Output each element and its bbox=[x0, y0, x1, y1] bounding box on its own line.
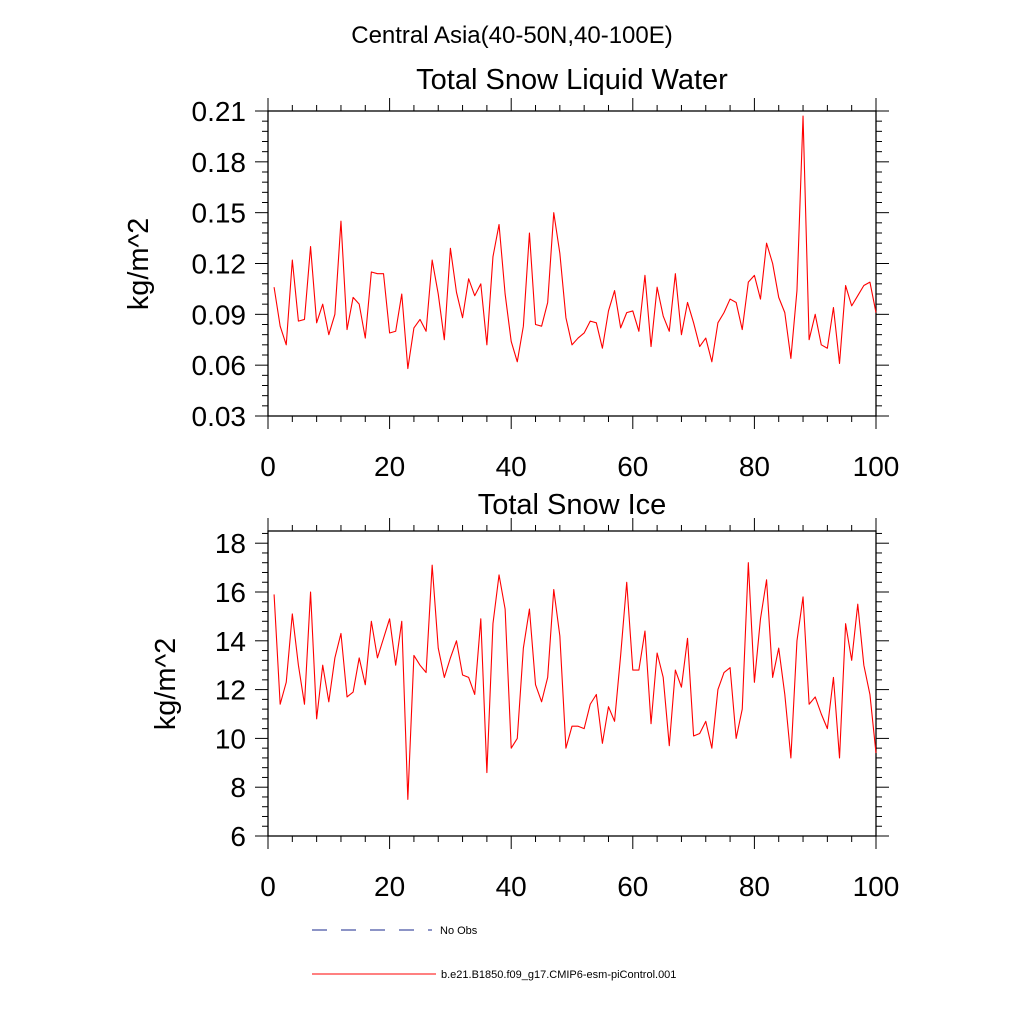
y-tick-label: 18 bbox=[215, 528, 246, 559]
y-tick-label: 0.12 bbox=[192, 249, 247, 280]
y-tick-label: 0.06 bbox=[192, 350, 247, 381]
y-axis-label: kg/m^2 bbox=[123, 218, 155, 311]
series-line bbox=[273, 562, 877, 800]
legend: No Obs b.e21.B1850.f09_g17.CMIP6-esm-piC… bbox=[312, 925, 676, 981]
x-tick-label: 0 bbox=[260, 871, 276, 902]
y-tick-label: 6 bbox=[230, 821, 246, 852]
y-axis-label: kg/m^2 bbox=[150, 638, 182, 731]
x-tick-label: 40 bbox=[496, 871, 527, 902]
x-tick-label: 20 bbox=[374, 451, 405, 482]
x-tick-label: 80 bbox=[739, 871, 770, 902]
series-line bbox=[273, 115, 877, 370]
legend-label-no-obs: No Obs bbox=[440, 925, 478, 937]
plot-frame bbox=[267, 530, 877, 837]
x-tick-label: 100 bbox=[853, 451, 900, 482]
plot-frame bbox=[267, 110, 877, 417]
x-tick-label: 60 bbox=[617, 871, 648, 902]
x-ticks: 0 20 40 60 80 100 bbox=[260, 518, 899, 902]
legend-label-model: b.e21.B1850.f09_g17.CMIP6-esm-piControl.… bbox=[441, 969, 676, 981]
figure-title: Central Asia(40-50N,40-100E) bbox=[351, 22, 673, 49]
y-tick-label: 0.21 bbox=[192, 96, 247, 127]
y-tick-label: 16 bbox=[215, 577, 246, 608]
y-tick-label: 10 bbox=[215, 723, 246, 754]
y-ticks: 0.03 0.06 0.09 0.12 0.15 0.18 0.21 bbox=[192, 96, 889, 432]
y-tick-label: 0.09 bbox=[192, 299, 247, 330]
x-tick-label: 100 bbox=[853, 871, 900, 902]
x-tick-label: 20 bbox=[374, 871, 405, 902]
y-tick-label: 12 bbox=[215, 675, 246, 706]
x-tick-label: 0 bbox=[260, 451, 276, 482]
x-ticks: 0 20 40 60 80 100 bbox=[260, 98, 899, 482]
y-tick-label: 0.18 bbox=[192, 147, 247, 178]
y-tick-label: 14 bbox=[215, 626, 246, 657]
y-tick-label: 0.03 bbox=[192, 401, 247, 432]
x-tick-label: 80 bbox=[739, 451, 770, 482]
panel-title: Total Snow Liquid Water bbox=[416, 64, 728, 96]
x-tick-label: 40 bbox=[496, 451, 527, 482]
y-ticks: 6 8 10 12 14 16 18 bbox=[215, 528, 889, 852]
panel-title: Total Snow Ice bbox=[478, 489, 667, 521]
y-tick-label: 0.15 bbox=[192, 198, 247, 229]
panel-snow-liquid-water: Total Snow Liquid Water kg/m^2 0 20 40 60 80… bbox=[123, 64, 899, 482]
panel-snow-ice: Total Snow Ice kg/m^2 0 20 40 60 80 100 6 8 10 12… bbox=[150, 489, 899, 902]
y-tick-label: 8 bbox=[230, 772, 246, 803]
x-tick-label: 60 bbox=[617, 451, 648, 482]
